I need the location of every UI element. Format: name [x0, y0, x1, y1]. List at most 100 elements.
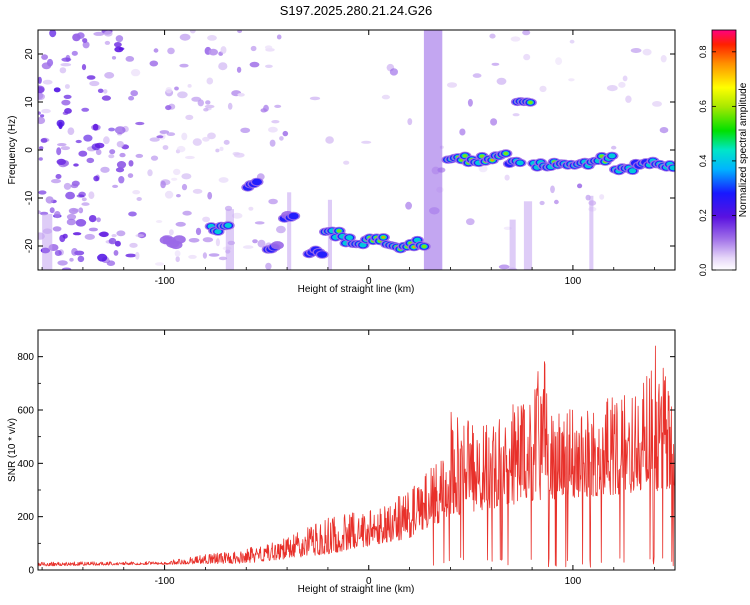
- x-tick-label: -100: [155, 276, 175, 287]
- noise-blob: [93, 175, 100, 182]
- x-tick-label: 100: [565, 576, 582, 587]
- noise-blob: [54, 250, 62, 256]
- noise-blob: [192, 138, 202, 146]
- y-tick-label: -20: [24, 238, 35, 253]
- noise-blob: [70, 183, 79, 189]
- noise-blob: [88, 227, 98, 232]
- noise-blob: [260, 108, 268, 113]
- noise-blob: [185, 114, 194, 120]
- ridge-point: [491, 159, 494, 162]
- noise-blob: [116, 141, 124, 148]
- x-tick-label: 0: [366, 576, 372, 587]
- x-tick-label: -100: [155, 576, 175, 587]
- noise-blob: [472, 73, 482, 78]
- noise-blob: [181, 183, 188, 191]
- noise-blob: [195, 227, 202, 236]
- ridge-point: [345, 235, 353, 241]
- noise-blob: [71, 50, 78, 56]
- colorbar-tick-label: 0.4: [698, 155, 708, 168]
- noise-blob: [568, 78, 575, 82]
- noise-blob: [381, 94, 390, 100]
- noise-blob: [56, 147, 62, 156]
- noise-blob: [130, 90, 138, 97]
- noise-blob: [108, 237, 117, 245]
- noise-blob: [96, 217, 101, 223]
- ridge-segment: [502, 156, 527, 168]
- ridge-segment: [527, 158, 558, 172]
- noise-blob: [466, 218, 475, 226]
- noise-blob: [618, 81, 626, 88]
- noise-blob: [185, 155, 195, 160]
- ridge-point: [462, 154, 468, 158]
- ridge-point: [336, 229, 342, 233]
- noise-blob: [45, 196, 54, 204]
- noise-blob: [309, 96, 321, 101]
- spectrogram-xlabel: Height of straight line (km): [298, 284, 415, 295]
- noise-blob: [56, 158, 66, 165]
- snr-data: [38, 345, 675, 568]
- ridge-segment: [588, 151, 619, 166]
- noise-blob: [132, 190, 141, 195]
- noise-blob: [102, 89, 108, 94]
- noise-blob: [65, 191, 75, 200]
- snr-trace: [38, 345, 675, 568]
- noise-blob: [38, 210, 41, 215]
- noise-blob: [112, 184, 119, 188]
- noise-blob: [539, 85, 547, 93]
- noise-blob: [165, 87, 172, 94]
- noise-blob: [60, 62, 72, 67]
- noise-blob: [160, 180, 166, 189]
- noise-blob: [129, 242, 138, 248]
- noise-blob: [88, 191, 95, 199]
- ridge-point: [382, 236, 385, 239]
- noise-blob: [265, 64, 273, 69]
- noise-blob: [188, 254, 197, 259]
- ridge-segment: [649, 159, 675, 173]
- noise-blob: [233, 152, 245, 158]
- noise-blob: [38, 76, 42, 84]
- y-tick-label: -10: [24, 190, 35, 205]
- ridge-point: [317, 251, 328, 258]
- noise-blob: [599, 194, 605, 200]
- noise-blob: [92, 123, 99, 131]
- noise-blob: [220, 46, 227, 54]
- noise-blob: [512, 113, 520, 117]
- noise-blob: [135, 121, 145, 126]
- noise-blob: [101, 95, 111, 101]
- noise-blob: [100, 166, 110, 173]
- noise-blob: [97, 88, 104, 94]
- ridge-segment: [400, 235, 431, 252]
- noise-blob: [174, 250, 181, 257]
- noise-blob: [325, 136, 334, 144]
- noise-blob: [135, 234, 145, 238]
- ridge-point: [608, 153, 616, 159]
- noise-blob: [257, 239, 266, 248]
- noise-blob: [630, 48, 642, 53]
- colorbar-gradient: [711, 29, 737, 271]
- noise-blob: [147, 169, 153, 177]
- ridge-segment: [482, 149, 513, 165]
- noise-blob: [104, 72, 115, 79]
- ridge-point: [669, 165, 675, 171]
- noise-blob: [165, 105, 172, 111]
- vertical-streak: [589, 195, 594, 270]
- colorbar-tick-label: 0.8: [698, 46, 708, 59]
- noise-blob: [523, 53, 531, 61]
- snr-panel: -100 0 100 0 200 400 600 800 Height of straight…: [7, 329, 676, 595]
- noise-blob: [153, 48, 159, 53]
- noise-blob: [231, 212, 243, 219]
- spectrogram-ylabel: Frequency (Hz): [7, 116, 18, 185]
- noise-blob: [42, 79, 53, 85]
- noise-blob: [274, 104, 282, 108]
- noise-blob: [171, 177, 178, 181]
- noise-blob: [115, 167, 125, 173]
- noise-blob: [504, 174, 510, 181]
- spectrogram-data: [38, 30, 675, 270]
- noise-blob: [271, 120, 280, 124]
- noise-blob: [58, 121, 63, 130]
- noise-blob: [264, 45, 273, 50]
- ridge-point: [252, 178, 262, 186]
- noise-blob: [104, 40, 111, 45]
